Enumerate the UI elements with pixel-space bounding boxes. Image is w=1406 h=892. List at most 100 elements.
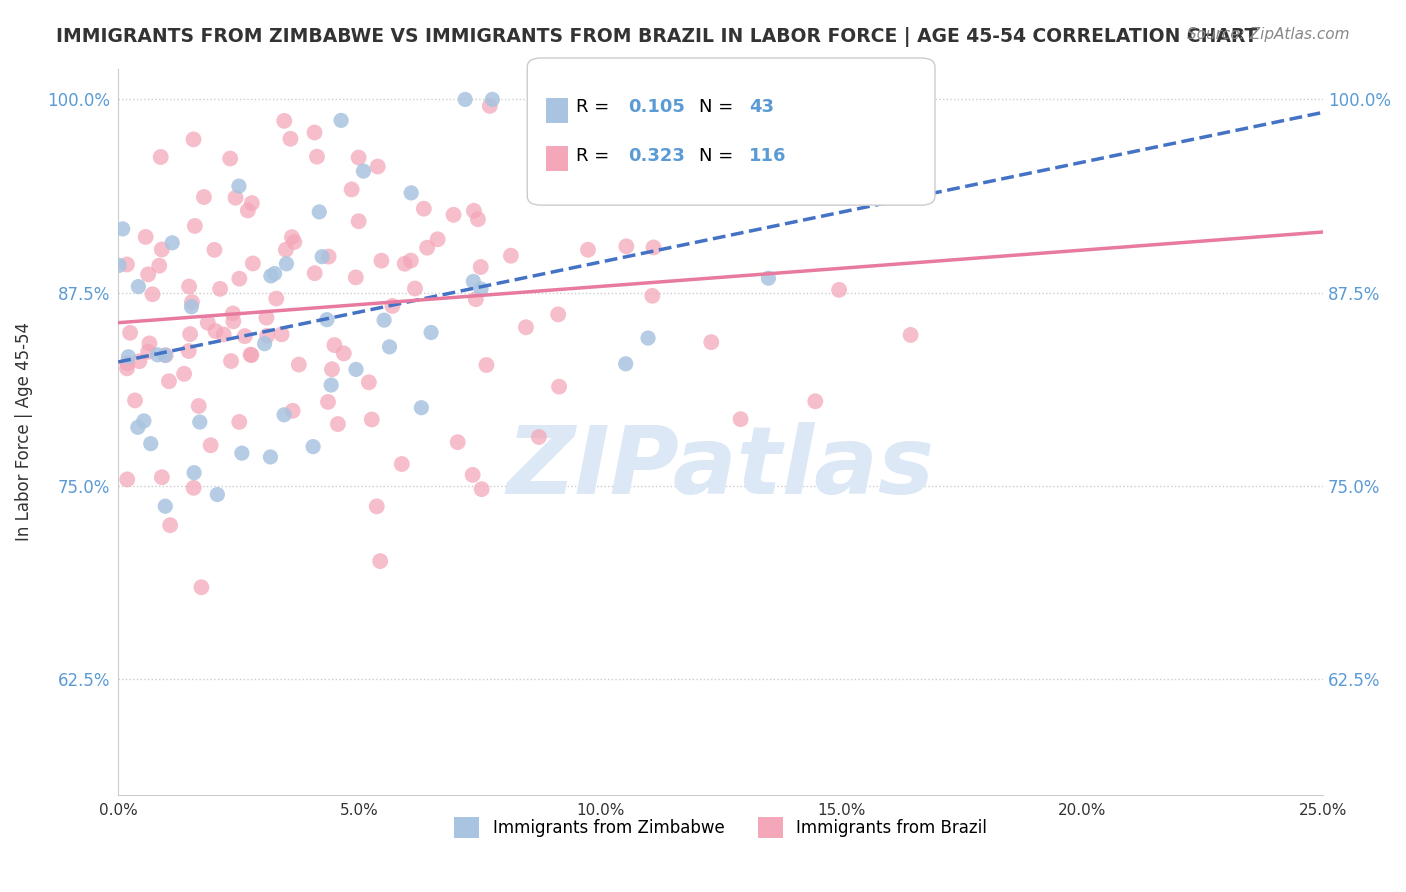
Point — [478, 99, 501, 113]
Text: ZIPatlas: ZIPatlas — [506, 422, 935, 514]
Point — [132, 414, 155, 428]
Point — [141, 287, 163, 301]
Point — [181, 295, 204, 310]
Point — [212, 327, 235, 342]
Point — [219, 354, 242, 368]
Point — [316, 312, 339, 326]
Point — [347, 214, 370, 228]
Point — [461, 467, 484, 482]
Point — [316, 395, 339, 409]
Point — [188, 415, 211, 429]
Point — [326, 417, 349, 431]
Point — [304, 126, 326, 140]
Point — [515, 320, 537, 334]
Point — [828, 283, 851, 297]
Point — [321, 362, 343, 376]
Legend: Immigrants from Zimbabwe, Immigrants from Brazil: Immigrants from Zimbabwe, Immigrants fro… — [447, 811, 994, 845]
Point — [547, 307, 569, 321]
Point — [308, 205, 330, 219]
Point — [239, 348, 262, 362]
Point — [758, 271, 780, 285]
Point — [529, 172, 551, 186]
Point — [200, 438, 222, 452]
Point — [368, 554, 391, 568]
Point — [394, 257, 416, 271]
Point — [416, 241, 439, 255]
Point — [225, 191, 247, 205]
Point — [426, 232, 449, 246]
Point — [155, 499, 177, 513]
Point — [370, 253, 392, 268]
Text: N =: N = — [699, 98, 738, 116]
Text: 116: 116 — [749, 147, 787, 165]
Point — [412, 202, 434, 216]
Point — [614, 357, 637, 371]
Point — [357, 376, 380, 390]
Point — [464, 292, 486, 306]
Point — [153, 348, 176, 362]
Point — [373, 313, 395, 327]
Point — [183, 481, 205, 495]
Point — [193, 190, 215, 204]
Point — [470, 260, 492, 274]
Point — [454, 92, 477, 106]
Point — [219, 152, 242, 166]
Point — [467, 212, 489, 227]
Point — [115, 257, 138, 271]
Point — [270, 327, 292, 342]
Point — [481, 92, 503, 106]
Point — [804, 394, 827, 409]
Point — [263, 267, 285, 281]
Point — [242, 256, 264, 270]
Point — [253, 336, 276, 351]
Text: IMMIGRANTS FROM ZIMBABWE VS IMMIGRANTS FROM BRAZIL IN LABOR FORCE | AGE 45-54 CO: IMMIGRANTS FROM ZIMBABWE VS IMMIGRANTS F… — [56, 27, 1257, 46]
Point — [260, 268, 283, 283]
Point — [318, 250, 340, 264]
Point — [411, 401, 433, 415]
Point — [233, 329, 256, 343]
Point — [548, 379, 571, 393]
Point — [527, 430, 550, 444]
Text: R =: R = — [576, 147, 616, 165]
Point — [159, 518, 181, 533]
Point — [259, 450, 281, 464]
Point — [366, 500, 388, 514]
Point — [136, 268, 159, 282]
Point — [136, 344, 159, 359]
Point — [150, 470, 173, 484]
Point — [288, 358, 311, 372]
Point — [108, 258, 131, 272]
Point — [184, 219, 207, 233]
Point — [381, 299, 404, 313]
Point — [643, 240, 665, 254]
Point — [340, 182, 363, 196]
Point — [155, 348, 177, 362]
Point — [204, 324, 226, 338]
Point — [499, 249, 522, 263]
Point — [207, 487, 229, 501]
Point — [305, 150, 328, 164]
Point — [304, 266, 326, 280]
Point — [273, 113, 295, 128]
Point — [657, 147, 679, 161]
Point — [264, 292, 287, 306]
Point — [190, 580, 212, 594]
Point — [730, 412, 752, 426]
Point — [555, 158, 578, 172]
Text: R =: R = — [576, 98, 616, 116]
Text: N =: N = — [699, 147, 738, 165]
Point — [367, 160, 389, 174]
Point — [180, 300, 202, 314]
Point — [378, 340, 401, 354]
Point — [420, 326, 443, 340]
Point — [443, 208, 465, 222]
Point — [344, 362, 367, 376]
Point — [135, 230, 157, 244]
Point — [283, 235, 305, 249]
Point — [149, 150, 172, 164]
Point — [576, 243, 599, 257]
Point — [111, 222, 134, 236]
Point — [148, 259, 170, 273]
Point — [146, 348, 169, 362]
Point — [173, 367, 195, 381]
